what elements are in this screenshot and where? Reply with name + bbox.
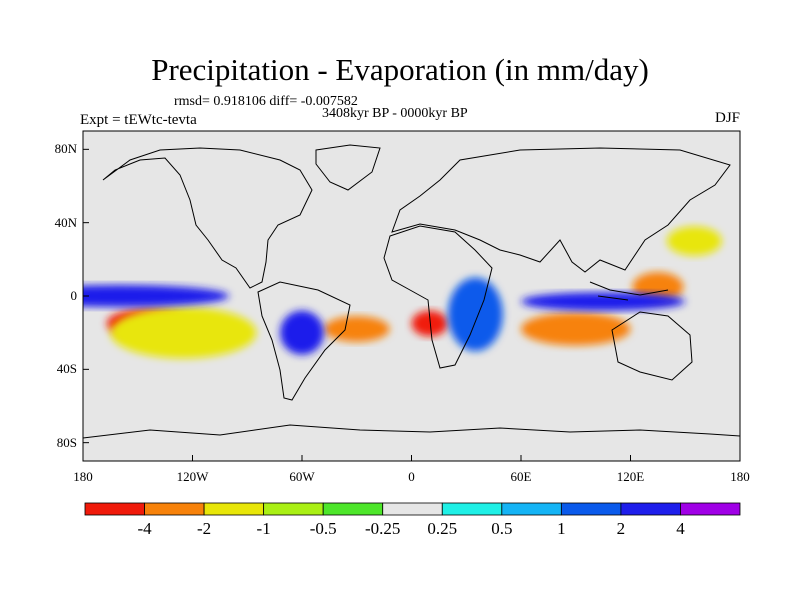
colorbar-swatch-1 (144, 502, 205, 516)
stats-label: rmsd= 0.918106 diff= -0.007582 (174, 94, 358, 109)
colorbar-swatch-8 (560, 502, 622, 516)
lon-label-1: 120W (176, 469, 209, 484)
coastline-australia (611, 311, 693, 381)
season-label: DJF (714, 110, 740, 126)
colorbar-label-5: 0.25 (427, 519, 458, 538)
field-anomaly-1 (110, 307, 257, 359)
lat-label-3: 40S (56, 361, 77, 377)
colorbar-label-8: 2 (616, 519, 626, 538)
field-anomaly-3 (411, 310, 448, 337)
colorbar-swatch-7 (501, 502, 562, 516)
colorbar-swatch-5 (382, 502, 443, 516)
lon-label-5: 120E (616, 469, 645, 484)
coastline-south-america (257, 281, 351, 401)
colorbar-swatch-6 (441, 502, 503, 516)
colorbar-swatch-10 (680, 502, 741, 516)
coastline-antarctica (83, 424, 740, 439)
lat-label-4: 80S (56, 434, 77, 450)
field-anomaly-6 (667, 226, 722, 256)
lon-label-2: 60W (289, 469, 315, 484)
colorbar-label-6: 0.5 (491, 519, 513, 538)
precip-evap-field-layer (83, 226, 722, 359)
colorbar-label-4: -0.25 (365, 519, 401, 538)
colorbar-swatch-0 (84, 502, 145, 516)
lat-label-2: 0 (70, 288, 78, 303)
field-anomaly-2 (323, 316, 390, 342)
field-anomaly-9 (280, 310, 324, 355)
colorbar (84, 502, 741, 516)
coastline-africa (383, 225, 493, 369)
experiment-label: Expt = tEWtc-tevta (80, 112, 197, 128)
colorbar-label-0: -4 (137, 519, 152, 538)
colorbar-swatch-4 (322, 502, 384, 516)
period-label: 3408kyr BP - 0000kyr BP (322, 106, 468, 121)
coastlines-layer (83, 144, 740, 439)
lon-label-4: 60E (510, 469, 532, 484)
colorbar-label-7: 1 (557, 519, 566, 538)
colorbar-swatch-2 (203, 502, 265, 516)
lat-label-1: 40N (54, 214, 77, 230)
coastline-greenland (315, 144, 381, 191)
coastline-eurasia (391, 147, 731, 273)
chart-title: Precipitation - Evaporation (in mm/day) (151, 52, 649, 87)
colorbar-label-2: -1 (256, 519, 271, 538)
field-anomaly-4 (521, 312, 631, 346)
colorbar-label-3: -0.5 (309, 519, 337, 538)
lon-label-6: 180 (730, 469, 750, 484)
lon-label-3: 0 (408, 469, 415, 484)
colorbar-label-1: -2 (196, 519, 212, 538)
field-anomaly-10 (448, 277, 503, 352)
coastline-maritime-continent (589, 281, 669, 301)
lat-label-0: 80N (54, 141, 77, 157)
colorbar-swatch-9 (620, 502, 681, 516)
axis-ticks (82, 148, 741, 461)
colorbar-swatch-3 (263, 502, 324, 516)
lon-label-0: 180 (73, 469, 93, 484)
field-anomaly-7 (83, 285, 229, 307)
coastline-north-america (102, 147, 313, 289)
colorbar-label-9: 4 (676, 519, 685, 538)
field-anomaly-8 (521, 292, 686, 311)
